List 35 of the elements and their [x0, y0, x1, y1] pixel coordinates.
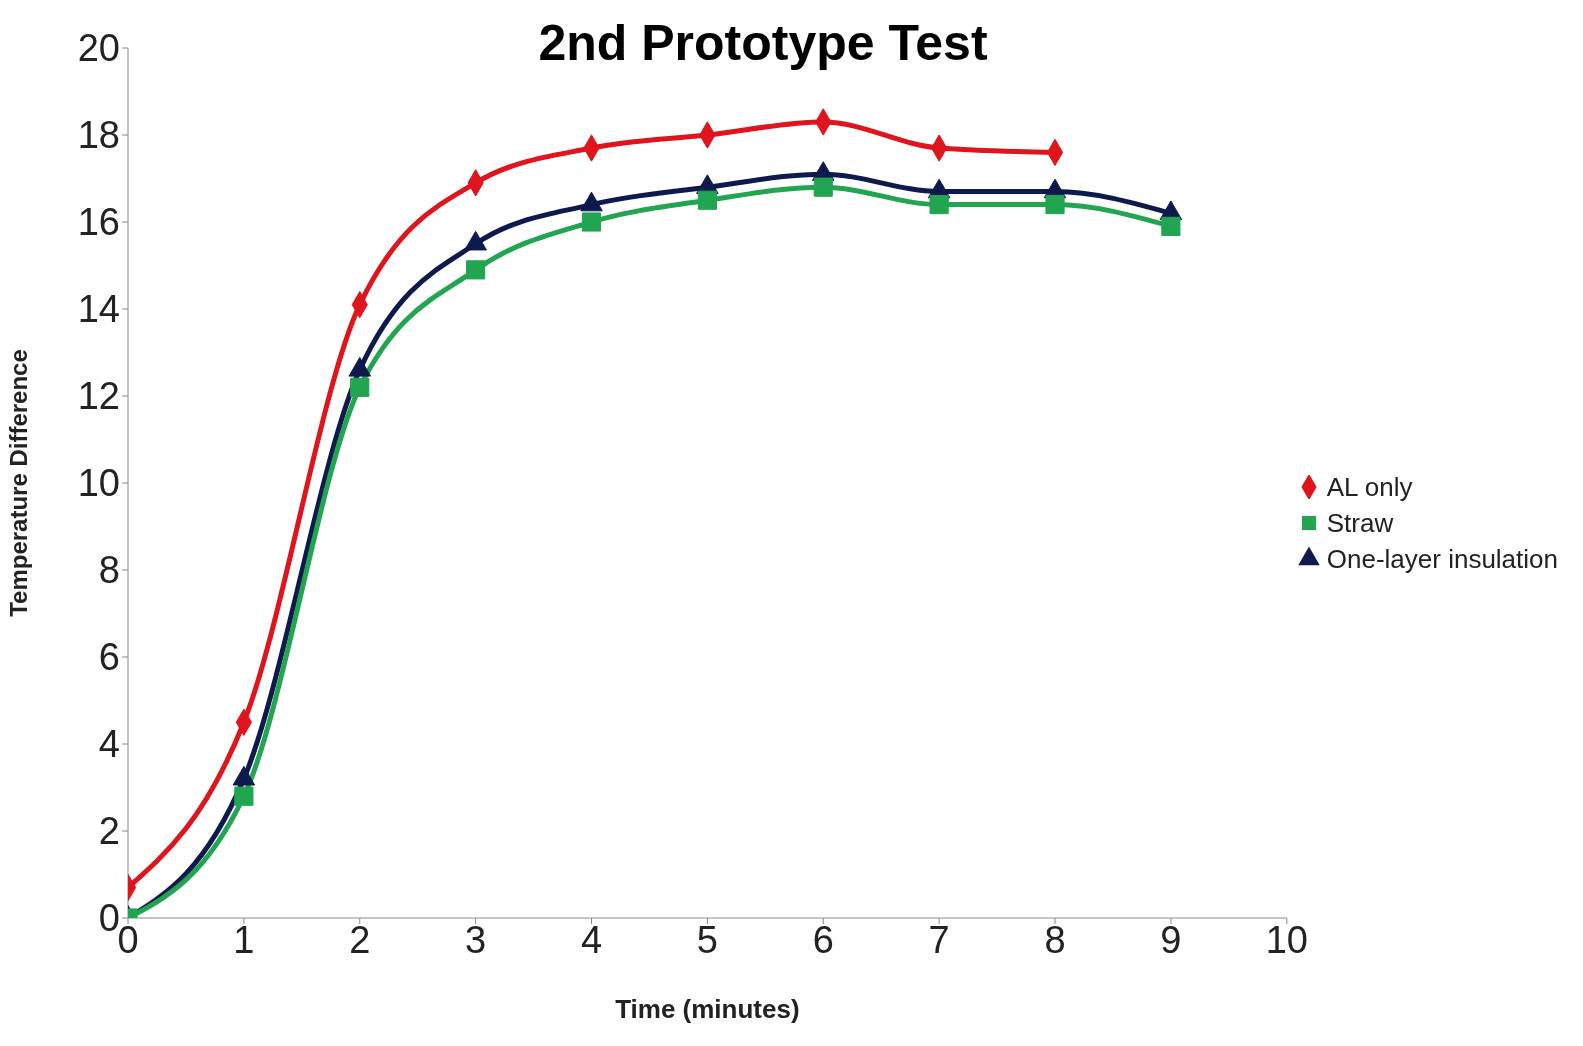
y-tick-label: 16	[77, 201, 120, 244]
y-tick-label: 6	[98, 636, 120, 679]
legend-label: Straw	[1326, 507, 1394, 540]
point	[697, 190, 717, 210]
x-axis-title: Time (minutes)	[615, 994, 800, 1024]
y-tick-label: 14	[77, 288, 120, 331]
point	[1045, 195, 1065, 215]
y-axis-title: Temperature Difference	[4, 349, 32, 617]
point	[929, 195, 949, 215]
y-tick-label: 12	[77, 375, 120, 418]
y-tick-label: 10	[77, 462, 120, 505]
y-tick-label: 2	[98, 810, 120, 853]
point	[581, 212, 602, 232]
x-tick-label: 1	[233, 918, 255, 961]
x-tick-label: 5	[696, 918, 718, 961]
x-tick-label: 2	[349, 918, 371, 961]
point	[234, 786, 254, 806]
x-tick-label: 8	[1044, 918, 1066, 961]
point	[466, 260, 486, 280]
x-tick-label: 10	[1265, 918, 1308, 961]
legend-label: One-layer insulation	[1326, 543, 1558, 576]
y-tick-label: 20	[77, 27, 120, 70]
x-tick-label: 6	[812, 918, 834, 961]
chart-title: 2nd Prototype Test	[538, 15, 988, 71]
x-tick-label: 3	[465, 918, 487, 961]
y-tick-label: 18	[77, 114, 120, 157]
x-tick-label: 9	[1160, 918, 1182, 961]
x-tick-label: 7	[928, 918, 950, 961]
x-tick-label: 4	[580, 918, 603, 961]
point	[813, 177, 833, 197]
y-tick-label: 8	[98, 549, 120, 592]
point	[1161, 216, 1181, 236]
point	[350, 377, 370, 397]
y-tick-label: 4	[98, 723, 120, 766]
legend-label: AL only	[1326, 471, 1413, 504]
